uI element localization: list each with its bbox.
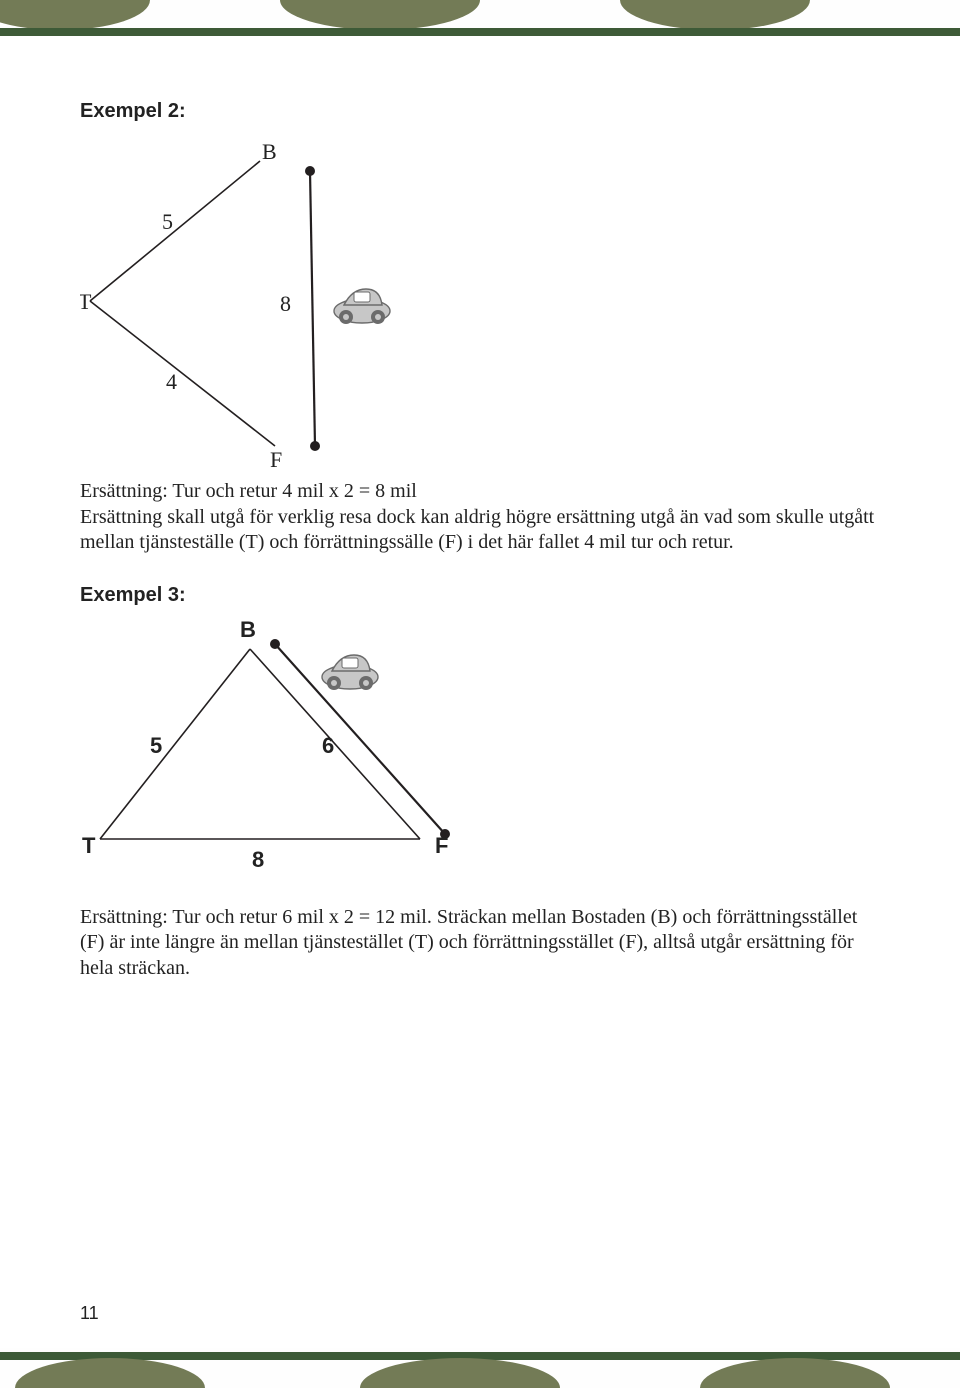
label-T: T <box>82 833 96 858</box>
example3-heading: Exempel 3: <box>80 584 880 607</box>
label-8: 8 <box>252 847 264 872</box>
label-F: F <box>270 447 282 471</box>
car-icon <box>334 289 390 324</box>
example2-heading: Exempel 2: <box>80 100 880 123</box>
label-F: F <box>435 833 448 858</box>
label-4: 4 <box>166 369 177 394</box>
page-content: Exempel 2: B T F 5 4 8 T <box>80 100 880 1010</box>
label-8: 8 <box>280 291 291 316</box>
example2-paragraph: Ersättning: Tur och retur 4 mil x 2 = 8 … <box>80 479 880 556</box>
label-6: 6 <box>322 733 334 758</box>
label-B: B <box>240 619 256 642</box>
car-icon <box>322 655 378 690</box>
label-5: 5 <box>150 733 162 758</box>
label-B: B <box>262 141 277 164</box>
example3-paragraph: Ersättning: Tur och retur 6 mil x 2 = 12… <box>80 905 880 982</box>
page-number: 11 <box>80 1303 99 1324</box>
top-bar <box>0 0 960 40</box>
example2-diagram: B T F 5 4 8 T <box>80 141 880 471</box>
bottom-bar <box>0 1348 960 1388</box>
label-5: 5 <box>162 209 173 234</box>
example3-diagram: B T F 5 6 8 <box>80 619 880 889</box>
svg-text:T: T <box>80 289 92 314</box>
